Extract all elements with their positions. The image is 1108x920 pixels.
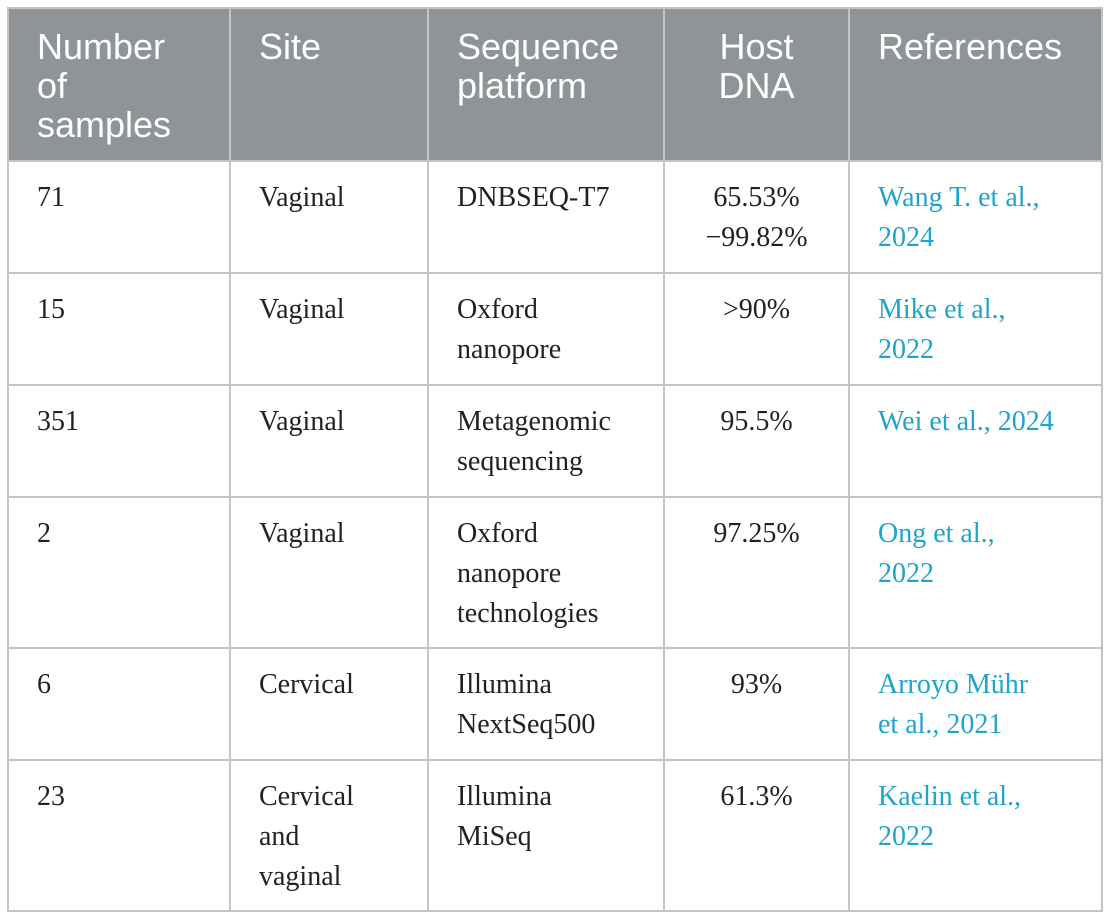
cell-samples: 15 [7, 272, 231, 386]
reference-link[interactable]: Wang T. et al., 2024 [848, 160, 1103, 274]
table-row: 15 Vaginal Oxford nanopore >90% Mike et a… [7, 272, 1103, 386]
cell-site: Cervical [229, 647, 429, 761]
cell-site: Vaginal [229, 160, 429, 274]
table-body: 71 Vaginal DNBSEQ-T7 65.53% −99.82% Wang … [7, 160, 1103, 912]
cell-samples: 351 [7, 384, 231, 498]
cell-site: Vaginal [229, 496, 429, 649]
header-row: Number of samples Site Sequence platform Ho… [7, 7, 1103, 162]
cell-site: Cervical and vaginal [229, 759, 429, 912]
header-references: References [848, 7, 1103, 162]
table-row: 351 Vaginal Metagenomic sequencing 95.5% … [7, 384, 1103, 498]
cell-platform: Illumina NextSeq500 [427, 647, 665, 761]
cell-host-dna: >90% [663, 272, 850, 386]
table-row: 23 Cervical and vaginal Illumina MiSeq 61.3… [7, 759, 1103, 912]
cell-platform: Metagenomic sequencing [427, 384, 665, 498]
cell-host-dna: 93% [663, 647, 850, 761]
cell-samples: 71 [7, 160, 231, 274]
cell-platform: Oxford nanopore [427, 272, 665, 386]
cell-samples: 6 [7, 647, 231, 761]
table-row: 2 Vaginal Oxford nanopore technologies 97.… [7, 496, 1103, 649]
cell-host-dna: 61.3% [663, 759, 850, 912]
header-sequence-platform: Sequence platform [427, 7, 665, 162]
cell-host-dna: 65.53% −99.82% [663, 160, 850, 274]
table-row: 6 Cervical Illumina NextSeq500 93% Arroyo… [7, 647, 1103, 761]
table-row: 71 Vaginal DNBSEQ-T7 65.53% −99.82% Wang … [7, 160, 1103, 274]
reference-link[interactable]: Wei et al., 2024 [848, 384, 1103, 498]
data-table: Number of samples Site Sequence platform Ho… [7, 7, 1103, 912]
header-host-dna: Host DNA [663, 7, 850, 162]
cell-host-dna: 97.25% [663, 496, 850, 649]
header-site: Site [229, 7, 429, 162]
reference-link[interactable]: Mike et al., 2022 [848, 272, 1103, 386]
header-number-of-samples: Number of samples [7, 7, 231, 162]
reference-link[interactable]: Ong et al., 2022 [848, 496, 1103, 649]
cell-site: Vaginal [229, 272, 429, 386]
table-header: Number of samples Site Sequence platform Ho… [7, 7, 1103, 162]
cell-samples: 23 [7, 759, 231, 912]
cell-samples: 2 [7, 496, 231, 649]
cell-host-dna: 95.5% [663, 384, 850, 498]
cell-platform: Illumina MiSeq [427, 759, 665, 912]
reference-link[interactable]: Arroyo Mühr et al., 2021 [848, 647, 1103, 761]
reference-link[interactable]: Kaelin et al., 2022 [848, 759, 1103, 912]
cell-platform: DNBSEQ-T7 [427, 160, 665, 274]
cell-platform: Oxford nanopore technologies [427, 496, 665, 649]
cell-site: Vaginal [229, 384, 429, 498]
